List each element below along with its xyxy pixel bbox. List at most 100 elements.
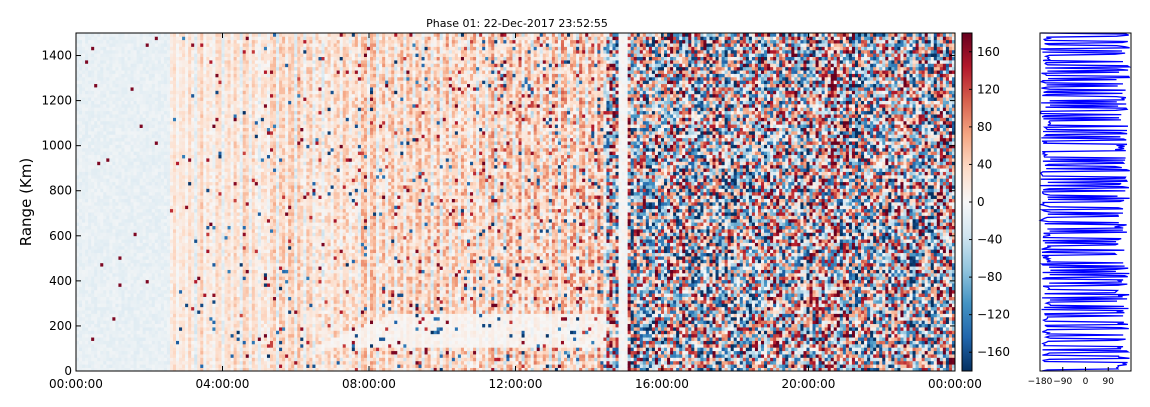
- heatmap-cell: [149, 188, 152, 192]
- heatmap-cell: [170, 134, 173, 138]
- heatmap-cell: [182, 175, 185, 179]
- heatmap-cell: [206, 50, 209, 54]
- heatmap-cell: [112, 266, 115, 270]
- heatmap-cell: [125, 226, 128, 230]
- heatmap-cell: [188, 121, 191, 125]
- heatmap-cell: [197, 310, 200, 314]
- heatmap-cell: [203, 104, 206, 108]
- heatmap-cell: [209, 172, 212, 176]
- heatmap-cell: [225, 317, 228, 321]
- heatmap-cell: [152, 161, 155, 165]
- heatmap-cell: [206, 236, 209, 240]
- heatmap-cell: [79, 344, 82, 348]
- heatmap-cell: [79, 361, 82, 365]
- heatmap-cell: [118, 80, 121, 84]
- heatmap-cell: [185, 314, 188, 318]
- heatmap-cell: [203, 303, 206, 307]
- heatmap-cell: [121, 67, 124, 71]
- heatmap-cell: [225, 236, 228, 240]
- heatmap-cell: [125, 121, 128, 125]
- heatmap-cell: [194, 209, 197, 213]
- heatmap-cell: [221, 33, 224, 37]
- heatmap-cell: [109, 216, 112, 220]
- heatmap-cell: [115, 266, 118, 270]
- heatmap-cell: [215, 141, 218, 145]
- heatmap-cell: [106, 101, 109, 105]
- heatmap-cell: [146, 357, 149, 361]
- heatmap-cell: [88, 357, 91, 361]
- heatmap-cell: [137, 232, 140, 236]
- heatmap-cell: [128, 259, 131, 263]
- heatmap-cell: [218, 145, 221, 149]
- heatmap-cell: [152, 327, 155, 331]
- heatmap-cell: [200, 307, 203, 311]
- heatmap-cell: [191, 155, 194, 159]
- heatmap-cell: [209, 128, 212, 132]
- heatmap-cell: [185, 60, 188, 64]
- heatmap-cell: [191, 246, 194, 250]
- heatmap-cell: [91, 185, 94, 189]
- heatmap-cell: [176, 263, 179, 267]
- heatmap-cell: [121, 165, 124, 169]
- heatmap-cell: [218, 107, 221, 111]
- heatmap-cell: [134, 101, 137, 105]
- heatmap-cell: [100, 249, 103, 253]
- heatmap-cell: [215, 84, 218, 88]
- heatmap-cell: [173, 229, 176, 233]
- heatmap-cell: [79, 90, 82, 94]
- heatmap-cell: [91, 337, 94, 341]
- heatmap-cell: [97, 101, 100, 105]
- heatmap-cell: [94, 77, 97, 81]
- heatmap-cell: [131, 128, 134, 132]
- heatmap-cell: [121, 70, 124, 74]
- heatmap-cell: [212, 314, 215, 318]
- heatmap-cell: [100, 74, 103, 78]
- heatmap-cell: [215, 124, 218, 128]
- heatmap-cell: [128, 273, 131, 277]
- heatmap-cell: [188, 74, 191, 78]
- heatmap-cell: [100, 134, 103, 138]
- heatmap-cell: [134, 216, 137, 220]
- heatmap-cell: [173, 47, 176, 51]
- heatmap-cell: [125, 314, 128, 318]
- heatmap-cell: [118, 67, 121, 71]
- heatmap-cell: [109, 357, 112, 361]
- heatmap-cell: [115, 128, 118, 132]
- heatmap-cell: [215, 307, 218, 311]
- heatmap-cell: [203, 266, 206, 270]
- heatmap-cell: [94, 178, 97, 182]
- heatmap-cell: [88, 246, 91, 250]
- heatmap-cell: [88, 287, 91, 291]
- heatmap-cell: [115, 246, 118, 250]
- heatmap-cell: [85, 202, 88, 206]
- heatmap-cell: [125, 141, 128, 145]
- heatmap-cell: [218, 175, 221, 179]
- heatmap-cell: [140, 324, 143, 328]
- heatmap-cell: [152, 334, 155, 338]
- heatmap-cell: [155, 239, 158, 243]
- heatmap-cell: [128, 161, 131, 165]
- heatmap-cell: [185, 364, 188, 368]
- heatmap-cell: [137, 209, 140, 213]
- heatmap-cell: [121, 50, 124, 54]
- heatmap-cell: [200, 134, 203, 138]
- heatmap-cell: [131, 188, 134, 192]
- heatmap-cell: [194, 63, 197, 67]
- heatmap-cell: [88, 47, 91, 51]
- heatmap-cell: [158, 324, 161, 328]
- heatmap-cell: [215, 53, 218, 57]
- heatmap-cell: [82, 205, 85, 209]
- heatmap-cell: [118, 357, 121, 361]
- heatmap-cell: [158, 67, 161, 71]
- heatmap-cell: [164, 195, 167, 199]
- heatmap-cell: [134, 300, 137, 304]
- heatmap-cell: [164, 324, 167, 328]
- heatmap-cell: [203, 77, 206, 81]
- heatmap-cell: [191, 239, 194, 243]
- heatmap-cell: [167, 161, 170, 165]
- heatmap-cell: [76, 300, 79, 304]
- heatmap-cell: [167, 131, 170, 135]
- heatmap-cell: [173, 111, 176, 115]
- heatmap-cell: [176, 47, 179, 51]
- heatmap-cell: [149, 104, 152, 108]
